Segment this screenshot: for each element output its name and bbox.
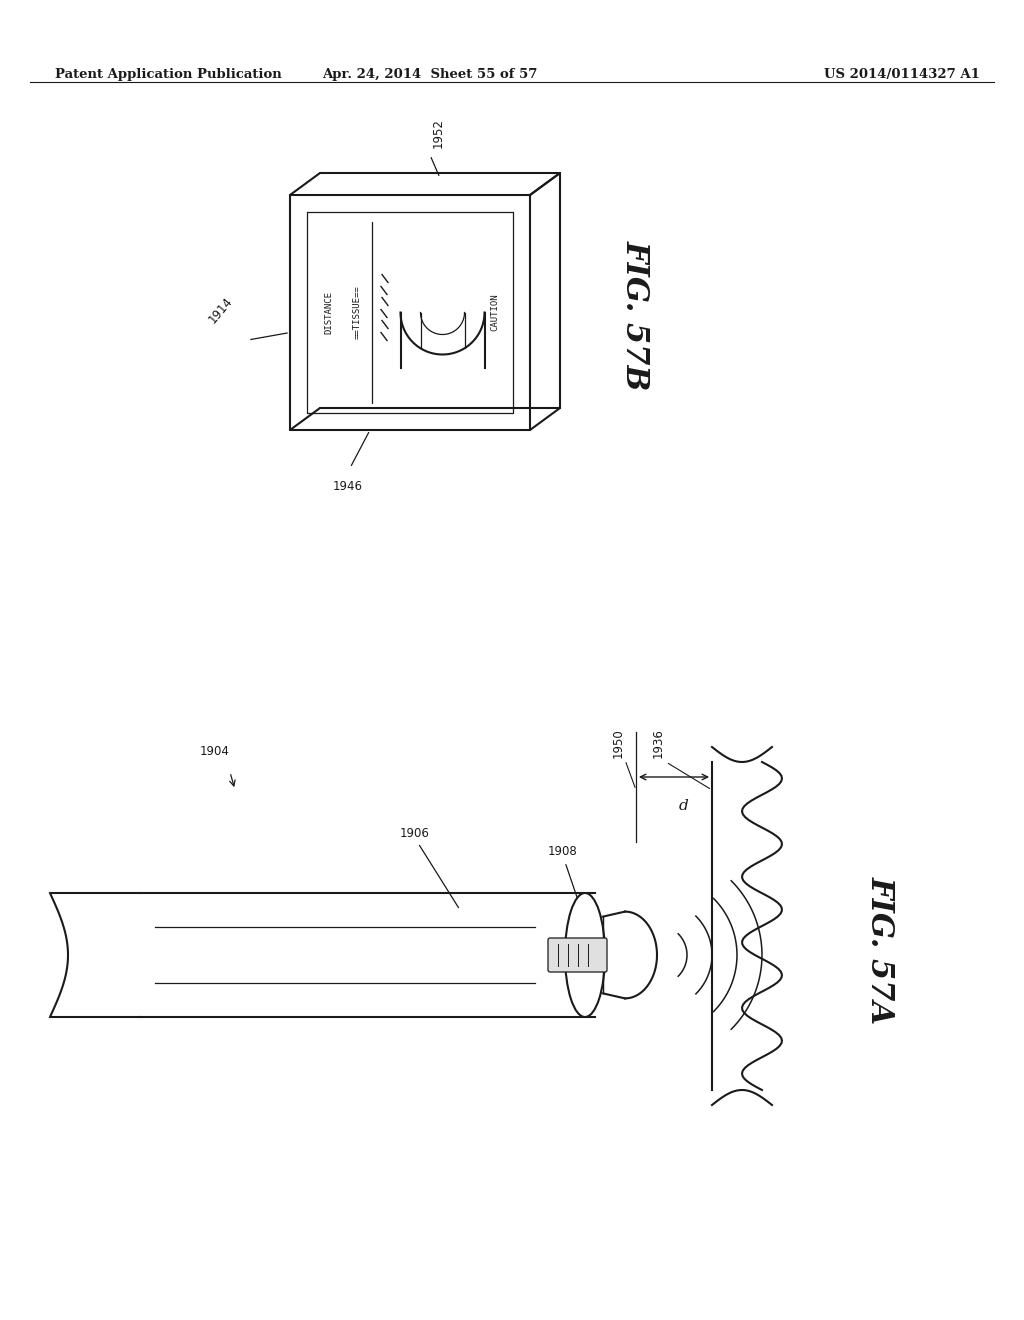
Text: 1904: 1904	[200, 744, 229, 758]
Text: DISTANCE: DISTANCE	[325, 290, 334, 334]
Ellipse shape	[565, 894, 605, 1016]
Text: 1950: 1950	[611, 729, 625, 758]
Text: 1906: 1906	[400, 828, 430, 840]
Text: 1908: 1908	[548, 845, 578, 858]
Text: FIG. 57A: FIG. 57A	[865, 876, 896, 1024]
FancyBboxPatch shape	[548, 939, 607, 972]
Text: 1946: 1946	[333, 480, 362, 492]
Text: CAUTION: CAUTION	[490, 293, 500, 331]
Text: ==TISSUE==: ==TISSUE==	[352, 285, 361, 339]
Text: 1936: 1936	[651, 729, 665, 758]
Text: US 2014/0114327 A1: US 2014/0114327 A1	[824, 69, 980, 81]
Text: d: d	[679, 799, 689, 813]
Text: Apr. 24, 2014  Sheet 55 of 57: Apr. 24, 2014 Sheet 55 of 57	[323, 69, 538, 81]
Text: 1952: 1952	[432, 117, 445, 148]
Text: Patent Application Publication: Patent Application Publication	[55, 69, 282, 81]
Text: FIG. 57B: FIG. 57B	[620, 240, 651, 391]
Text: 1914: 1914	[206, 294, 234, 326]
